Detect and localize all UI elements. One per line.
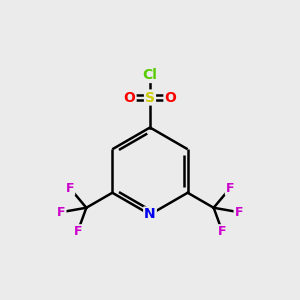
Text: F: F	[66, 182, 74, 195]
Text: S: S	[145, 91, 155, 104]
Text: O: O	[124, 91, 136, 104]
Text: O: O	[164, 91, 176, 104]
Text: F: F	[235, 206, 243, 219]
Text: F: F	[57, 206, 65, 219]
Text: F: F	[74, 225, 82, 238]
Text: Cl: Cl	[142, 68, 158, 82]
Text: F: F	[226, 182, 234, 195]
Text: N: N	[144, 208, 156, 221]
Text: F: F	[218, 225, 226, 238]
